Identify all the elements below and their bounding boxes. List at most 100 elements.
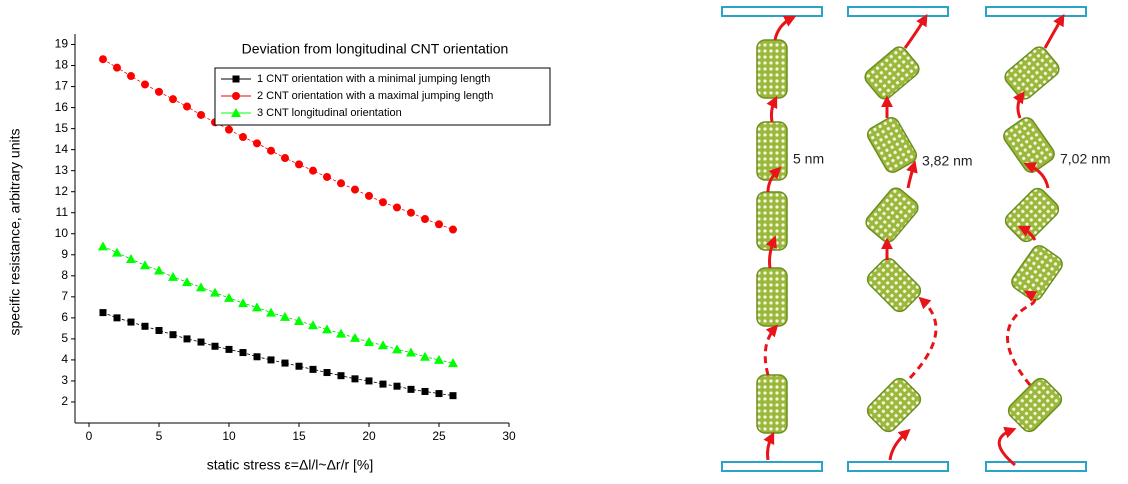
arrow [1018,95,1022,118]
y-tick-label: 17 [55,79,69,93]
point [140,260,150,269]
point [196,282,206,291]
arrow [771,100,775,122]
nanotube [1005,375,1064,434]
point [156,327,163,334]
series-line [103,246,453,363]
point [198,339,205,346]
x-tick-label: 0 [86,429,93,443]
distance-label: 5 nm [793,151,824,167]
point [323,173,331,181]
point [393,203,401,211]
point [239,133,247,141]
point [337,179,345,187]
point [253,139,261,147]
y-tick-label: 3 [61,373,68,387]
nanotube [757,375,787,433]
y-tick-label: 13 [55,163,69,177]
nanotube [757,40,787,98]
nanotube [757,122,787,180]
point [212,343,219,350]
y-tick-label: 11 [56,205,69,219]
electrode [722,7,822,16]
x-tick-label: 5 [156,429,163,443]
x-tick-label: 20 [362,429,376,443]
point [280,312,290,321]
electrode [848,462,948,471]
arrow [890,432,907,460]
point [378,340,388,349]
arrow [910,300,936,378]
y-tick-label: 19 [55,37,69,51]
electrode [848,7,948,16]
point [281,154,289,162]
point [282,360,289,367]
point [142,323,149,330]
nanotube [865,115,919,175]
point [127,72,135,80]
y-tick-label: 9 [61,247,68,261]
point [238,298,248,307]
y-tick-label: 6 [61,310,68,324]
point [155,88,163,96]
point [100,309,107,316]
point [450,392,457,399]
arrow [768,436,773,460]
point [310,366,317,373]
arrow [999,430,1015,465]
point [294,316,304,325]
arrow [1008,293,1035,385]
point [365,192,373,200]
chart: Deviation from longitudinal CNT orientat… [7,34,550,473]
point [252,302,262,311]
nanotube [863,185,921,245]
point [364,337,374,346]
distance-label: 3,82 nm [922,153,973,169]
point [240,349,247,356]
point [421,215,429,223]
point [126,254,136,263]
point [99,55,107,63]
arrow [765,328,775,375]
electrode [986,462,1086,471]
nanotube [862,44,922,102]
arrow [1045,18,1062,48]
point [366,377,373,384]
point [98,241,108,250]
y-tick-label: 14 [55,142,69,156]
point [267,147,275,155]
legend-label: 1 CNT orientation with a minimal jumping… [257,73,490,85]
point [183,103,191,111]
point [266,308,276,317]
y-tick-label: 15 [55,121,69,135]
point [308,320,318,329]
point [184,335,191,342]
point [436,390,443,397]
point [420,352,430,361]
arrow [908,165,914,188]
point [225,126,233,134]
point [141,80,149,88]
point [336,329,346,338]
point [352,375,359,382]
point [295,160,303,168]
diagram: 5 nm 3,82 nm 7,02 nm [722,7,1111,471]
x-axis-label: static stress ε=Δl/l~Δr/r [%] [207,457,374,473]
y-tick-label: 4 [61,352,68,366]
point [392,344,402,353]
point [154,266,164,275]
point [268,356,275,363]
y-tick-label: 16 [55,100,69,114]
point [113,64,121,72]
point [254,353,261,360]
electrode [722,462,822,471]
chart-title: Deviation from longitudinal CNT orientat… [242,41,509,57]
arrow [775,18,792,40]
y-tick-label: 8 [61,268,68,282]
y-tick-label: 12 [55,184,69,198]
x-tick-label: 10 [222,429,236,443]
point [338,372,345,379]
y-tick-label: 2 [61,394,68,408]
y-tick-label: 18 [55,58,69,72]
nanotube [864,255,923,314]
